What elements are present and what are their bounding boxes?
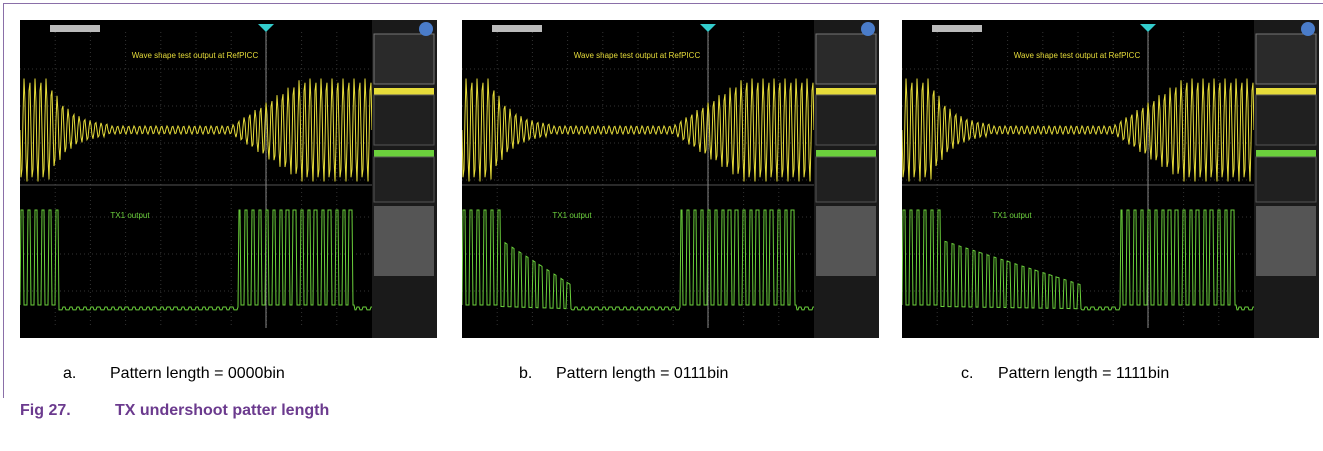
info-box [374, 206, 434, 276]
figure-label: Fig 27. [20, 402, 71, 419]
channel-header [1256, 88, 1316, 95]
scope-screenshot: Wave shape test output at RefPICC TX1 out… [462, 20, 879, 338]
info-box [815, 156, 877, 203]
diagram-tag [932, 25, 982, 32]
info-box [1256, 206, 1316, 276]
green-trace [20, 209, 372, 311]
panel-letter: a. [63, 365, 77, 382]
green-trace [902, 209, 1254, 311]
frame-line [3, 3, 1323, 4]
info-box [816, 206, 876, 276]
info-box [815, 33, 877, 85]
scope-title: Wave shape test output at RefPICC [574, 51, 701, 60]
scope-title: Wave shape test output at RefPICC [1014, 51, 1141, 60]
logo [861, 22, 875, 36]
scope-screenshot: Wave shape test output at RefPICC TX1 out… [20, 20, 437, 338]
channel-header [374, 150, 434, 157]
info-box [1255, 94, 1317, 146]
yellow-trace [20, 78, 373, 182]
trigger-marker [1140, 24, 1156, 32]
info-box [373, 33, 435, 85]
panel-letter: c. [961, 365, 974, 382]
green-trace [462, 209, 814, 311]
info-box [1255, 156, 1317, 203]
trigger-marker [258, 24, 274, 32]
channel-header [1256, 150, 1316, 157]
channel-header [374, 88, 434, 95]
panel-caption: Pattern length = 0000bin [110, 365, 285, 382]
channel-header [816, 150, 876, 157]
info-box [373, 156, 435, 203]
panel-letter: b. [519, 365, 533, 382]
panel-caption: Pattern length = 1111bin [998, 365, 1170, 382]
logo [1301, 22, 1315, 36]
info-box [373, 94, 435, 146]
info-box [815, 94, 877, 146]
diagram-tag [50, 25, 100, 32]
trace-label: TX1 output [992, 211, 1032, 220]
frame-line [3, 3, 4, 398]
diagram-tag [492, 25, 542, 32]
scope-title: Wave shape test output at RefPICC [132, 51, 259, 60]
logo [419, 22, 433, 36]
yellow-trace [902, 78, 1255, 182]
channel-header [816, 88, 876, 95]
info-box [1255, 33, 1317, 85]
scope-screenshot: Wave shape test output at RefPICC TX1 out… [902, 20, 1319, 338]
trace-label: TX1 output [552, 211, 592, 220]
trigger-marker [700, 24, 716, 32]
trace-label: TX1 output [110, 211, 150, 220]
panel-caption: Pattern length = 0111bin [556, 365, 729, 382]
yellow-trace [462, 78, 815, 182]
figure-caption: TX undershoot patter length [115, 402, 330, 419]
